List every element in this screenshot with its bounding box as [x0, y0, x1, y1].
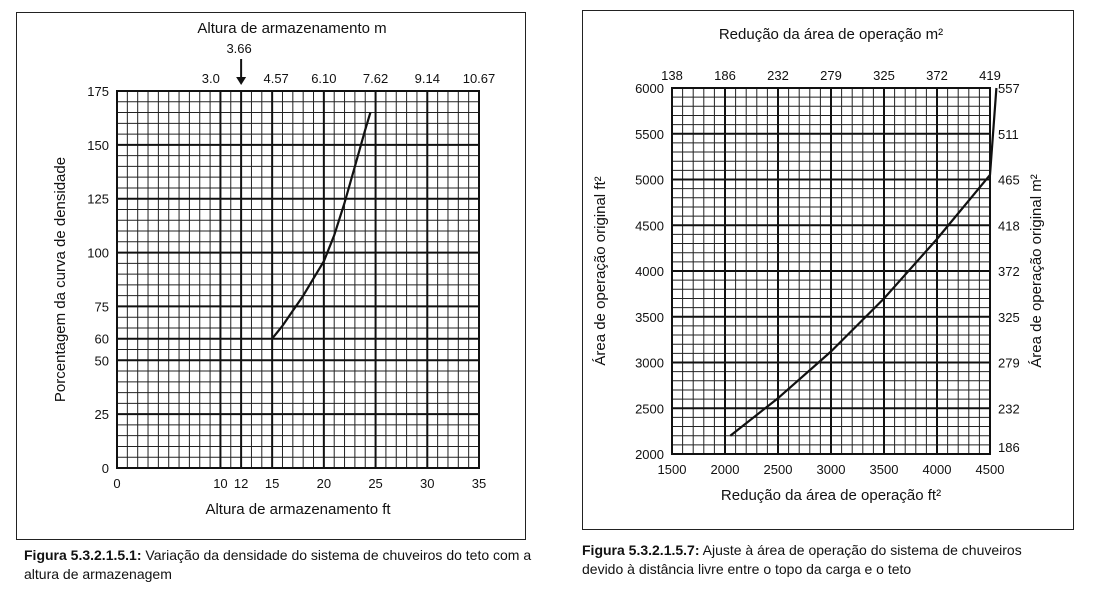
y-tick-label: 75 [95, 299, 109, 314]
top-marker-arrow-head [236, 77, 247, 85]
x-tick-label: 0 [113, 476, 120, 491]
y-tick-label: 5000 [635, 173, 664, 188]
top-tick-label: 372 [926, 68, 948, 83]
right-tick-label: 186 [998, 440, 1020, 455]
y-tick-label: 175 [87, 84, 109, 99]
top-tick-label: 138 [661, 68, 683, 83]
series-line [729, 87, 998, 437]
x-axis-label: Altura de armazenamento ft [205, 501, 391, 518]
x-tick-label: 2500 [764, 462, 793, 477]
caption-left-text: Variação da densidade do sistema de chuv… [24, 547, 532, 582]
x-tick-label: 2000 [711, 462, 740, 477]
y-tick-label: 2500 [635, 401, 664, 416]
x-tick-label: 35 [472, 476, 486, 491]
caption-right-text: Ajuste à área de operação do sistema de … [582, 542, 1022, 577]
top-tick-label: 419 [979, 68, 1001, 83]
x-tick-label: 10 [213, 476, 227, 491]
y-tick-label: 0 [102, 461, 109, 476]
top-tick-label: 7.62 [363, 71, 388, 86]
y-tick-label: 4000 [635, 264, 664, 279]
y-tick-label: 50 [95, 353, 109, 368]
right-tick-label: 557 [998, 81, 1020, 96]
y-tick-label: 3000 [635, 356, 664, 371]
chart-title: Altura de armazenamento m [197, 20, 386, 37]
top-tick-label: 10.67 [463, 71, 496, 86]
figure-area-adjustment: 1500 2000 2500 3000 3500 4000 4500 2000 2500 3000… [582, 10, 1074, 530]
right-tick-label: 418 [998, 218, 1020, 233]
caption-right: Figura 5.3.2.1.5.7: Ajuste à área de ope… [582, 541, 1062, 579]
x-tick-label: 20 [317, 476, 331, 491]
plot-frame [116, 90, 480, 469]
plot-frame [671, 87, 991, 455]
y-tick-label: 100 [87, 246, 109, 261]
caption-right-label: Figura 5.3.2.1.5.7: [582, 542, 700, 558]
x-axis-label: Redução da área de operação ft² [721, 487, 941, 504]
top-tick-label: 4.57 [263, 71, 288, 86]
y-tick-label: 6000 [635, 81, 664, 96]
x-tick-label: 3000 [817, 462, 846, 477]
caption-left-label: Figura 5.3.2.1.5.1: [24, 547, 142, 563]
right-tick-label: 511 [998, 127, 1019, 142]
top-tick-label: 325 [873, 68, 895, 83]
top-tick-label: 6.10 [311, 71, 336, 86]
caption-left: Figura 5.3.2.1.5.1: Variação da densidad… [24, 546, 544, 584]
x-tick-label: 4500 [976, 462, 1005, 477]
x-tick-label: 3500 [870, 462, 899, 477]
y-tick-label: 125 [87, 192, 109, 207]
y-tick-label: 25 [95, 407, 109, 422]
x-tick-label: 1500 [658, 462, 687, 477]
right-tick-label: 372 [998, 264, 1020, 279]
y-tick-label: 150 [87, 138, 109, 153]
chart-area-adjustment: 1500 2000 2500 3000 3500 4000 4500200025003000… [592, 26, 1045, 504]
top-marker-label: 3.66 [226, 41, 251, 56]
x-tick-label: 30 [420, 476, 434, 491]
y-tick-label: 4500 [635, 218, 664, 233]
chart-density: 0 10 12 15 20 25 30 35 0 25 50 60 75 100 125 150 175 3.0 4… [52, 20, 496, 518]
x-tick-label: 15 [265, 476, 279, 491]
top-tick-label: 186 [714, 68, 736, 83]
top-tick-label: 9.14 [415, 71, 440, 86]
right-tick-label: 465 [998, 173, 1020, 188]
series-line [271, 112, 372, 340]
x-tick-label: 4000 [923, 462, 952, 477]
right-tick-label: 325 [998, 310, 1020, 325]
chart-title: Redução da área de operação m² [719, 26, 943, 43]
x-tick-label: 25 [368, 476, 382, 491]
y-axis-label: Porcentagem da curva de densidade [52, 157, 69, 402]
y-tick-label: 3500 [635, 310, 664, 325]
right-tick-label: 232 [998, 401, 1020, 416]
figure-density-vs-height: 0 10 12 15 20 25 30 35 0 25 50 60 75 100 125 150 175 3.0 4… [16, 12, 526, 540]
top-tick-label: 279 [820, 68, 842, 83]
y-axis-label: Área de operação original ft² [592, 176, 609, 365]
y-axis-label-right: Área de operação original m² [1028, 174, 1045, 367]
top-tick-label: 3.0 [202, 71, 220, 86]
y-tick-label: 2000 [635, 447, 664, 462]
y-tick-label: 5500 [635, 127, 664, 142]
y-tick-label: 60 [95, 332, 109, 347]
x-tick-label: 12 [234, 476, 248, 491]
right-tick-label: 279 [998, 356, 1020, 371]
top-tick-label: 232 [767, 68, 789, 83]
